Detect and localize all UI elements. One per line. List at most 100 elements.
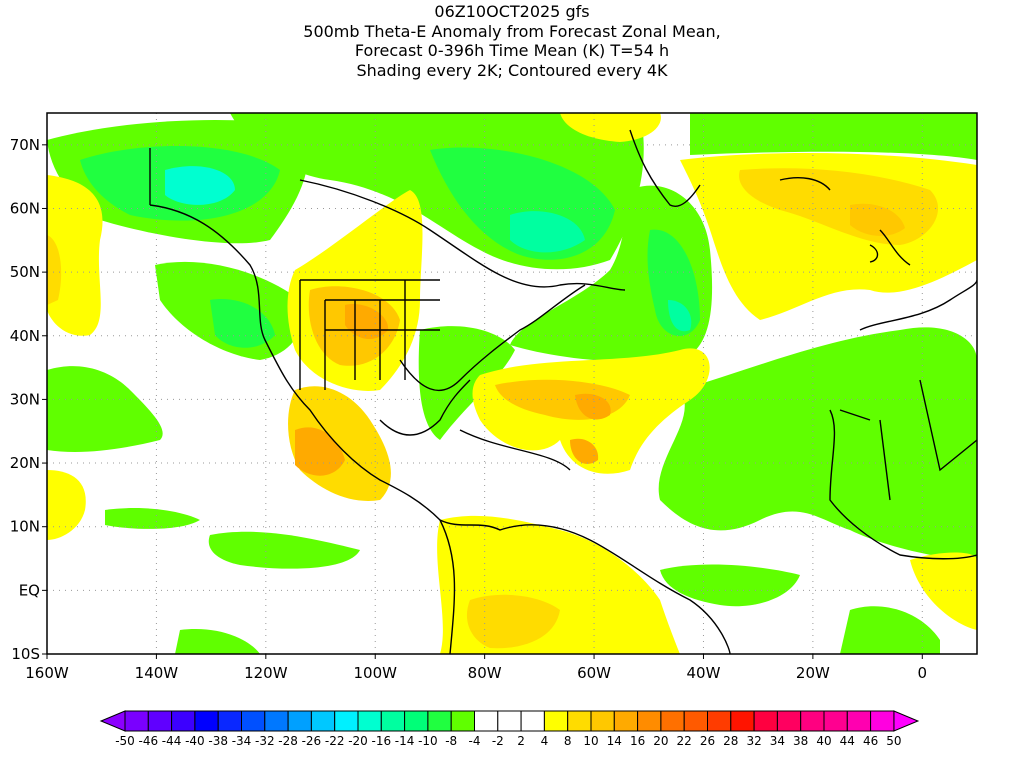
title-line-4: Shading every 2K; Contoured every 4K: [356, 60, 668, 80]
colorbar-swatch: [660, 710, 685, 732]
shade-epac-green: [208, 531, 360, 569]
lon-tick-label: 0: [918, 664, 928, 682]
colorbar-swatch: [357, 710, 382, 732]
shade-pacific-teal: [210, 299, 275, 348]
colorbar-swatch: [683, 710, 709, 732]
shade-atlantic-cyan: [668, 300, 692, 332]
colorbar-label: -8: [445, 734, 457, 748]
shade-samerica-orange: [466, 594, 560, 649]
colorbar-high-arrow: [893, 710, 920, 732]
colorbar-label: -44: [162, 734, 182, 748]
colorbar-swatch: [427, 710, 452, 732]
shade-africa-green: [658, 327, 977, 560]
colorbar-swatch: [753, 710, 778, 732]
shade-atlantic-n-green: [690, 113, 977, 160]
colorbar-label: 2: [517, 734, 525, 748]
lat-tick-label: 60N: [10, 199, 40, 217]
lat-tick-label: 30N: [10, 390, 40, 408]
colorbar-label: -46: [138, 734, 158, 748]
shade-seafrica-pos: [910, 552, 977, 630]
colorbar: -50 -46 -44 -40 -38 -34 -32 -28 -26 -22 -20 -16 -14-…: [99, 710, 920, 748]
lat-tick-label: 70N: [10, 136, 40, 154]
shade-satl-green: [660, 564, 800, 607]
colorbar-label: 28: [723, 734, 738, 748]
lon-tick-label: 60W: [577, 664, 611, 682]
colorbar-swatch: [823, 710, 848, 732]
colorbar-label: -16: [371, 734, 391, 748]
shade-west-low-pos: [47, 470, 86, 540]
lon-tick-label: 100W: [354, 664, 398, 682]
graticule: [47, 113, 977, 654]
colorbar-swatch: [637, 710, 662, 732]
colorbar-label: 26: [700, 734, 715, 748]
colorbar-label: -32: [255, 734, 275, 748]
colorbar-swatch: [474, 710, 499, 732]
colorbar-label: 44: [840, 734, 855, 748]
colorbar-label: 10: [583, 734, 598, 748]
colorbar-label: -10: [418, 734, 438, 748]
plot-frame: [46, 112, 978, 655]
colorbar-label: -22: [325, 734, 345, 748]
lat-tick-label: 40N: [10, 327, 40, 345]
colorbar-label: 32: [746, 734, 761, 748]
colorbar-label: 46: [863, 734, 878, 748]
colorbar-label: -20: [348, 734, 368, 748]
colorbar-swatch: [310, 710, 336, 732]
shade-ssatl-green: [840, 606, 940, 654]
colorbar-swatch: [776, 710, 802, 732]
colorbar-swatch: [450, 710, 476, 732]
title-line-3: Forecast 0-396h Time Mean (K) T=54 h: [354, 41, 670, 60]
colorbar-label: -28: [278, 734, 298, 748]
shade-hudson-cyan: [510, 211, 585, 253]
colorbar-swatch: [264, 710, 289, 732]
coastlines: [149, 129, 977, 654]
colorbar-label: 20: [653, 734, 668, 748]
colorbar-label: -38: [208, 734, 228, 748]
shade-pacific-left-green: [47, 366, 163, 452]
colorbar-swatch: [334, 710, 359, 732]
colorbar-label: -14: [395, 734, 415, 748]
colorbar-swatch: [613, 710, 639, 732]
colorbar-swatch: [241, 710, 266, 732]
shading-layer: [47, 113, 977, 654]
shade-spac-green: [175, 629, 260, 654]
colorbar-swatch: [171, 710, 196, 732]
colorbar-swatch: [124, 710, 149, 732]
lon-tick-label: 140W: [135, 664, 179, 682]
colorbar-label: 16: [630, 734, 645, 748]
colorbar-label: 38: [793, 734, 808, 748]
colorbar-label: -34: [232, 734, 252, 748]
colorbar-swatch: [404, 710, 429, 732]
title-line-2: 500mb Theta-E Anomaly from Forecast Zona…: [303, 21, 721, 41]
colorbar-low-arrow: [99, 710, 126, 732]
colorbar-label: 34: [770, 734, 785, 748]
colorbar-label: -4: [469, 734, 481, 748]
lon-tick-label: 20W: [796, 664, 830, 682]
colorbar-swatch: [730, 710, 755, 732]
shade-europe-dark: [850, 203, 905, 236]
colorbar-swatch: [567, 710, 592, 732]
shade-epac2-green: [105, 508, 200, 529]
shade-alaska-cyan: [165, 166, 235, 205]
lat-tick-label: 50N: [10, 263, 40, 281]
colorbar-swatch: [590, 710, 615, 732]
lat-tick-label: EQ: [19, 581, 40, 599]
colorbar-label: 40: [816, 734, 831, 748]
lat-tick-label: 20N: [10, 454, 40, 472]
shade-west-pos-orange: [47, 235, 62, 305]
colorbar-swatch: [520, 710, 545, 732]
colorbar-swatch: [800, 710, 825, 732]
colorbar-swatch: [380, 710, 406, 732]
colorbar-swatch: [497, 710, 522, 732]
plot-titles: 06Z10OCT2025 gfs 500mb Theta-E Anomaly f…: [0, 2, 1024, 80]
lon-tick-label: 40W: [687, 664, 721, 682]
colorbar-label: 4: [541, 734, 549, 748]
colorbar-swatch: [846, 710, 872, 732]
colorbar-swatch: [217, 710, 242, 732]
colorbar-swatch: [287, 710, 312, 732]
lon-tick-label: 80W: [468, 664, 502, 682]
shade-west-pos: [47, 175, 103, 336]
colorbar-label: 8: [564, 734, 572, 748]
